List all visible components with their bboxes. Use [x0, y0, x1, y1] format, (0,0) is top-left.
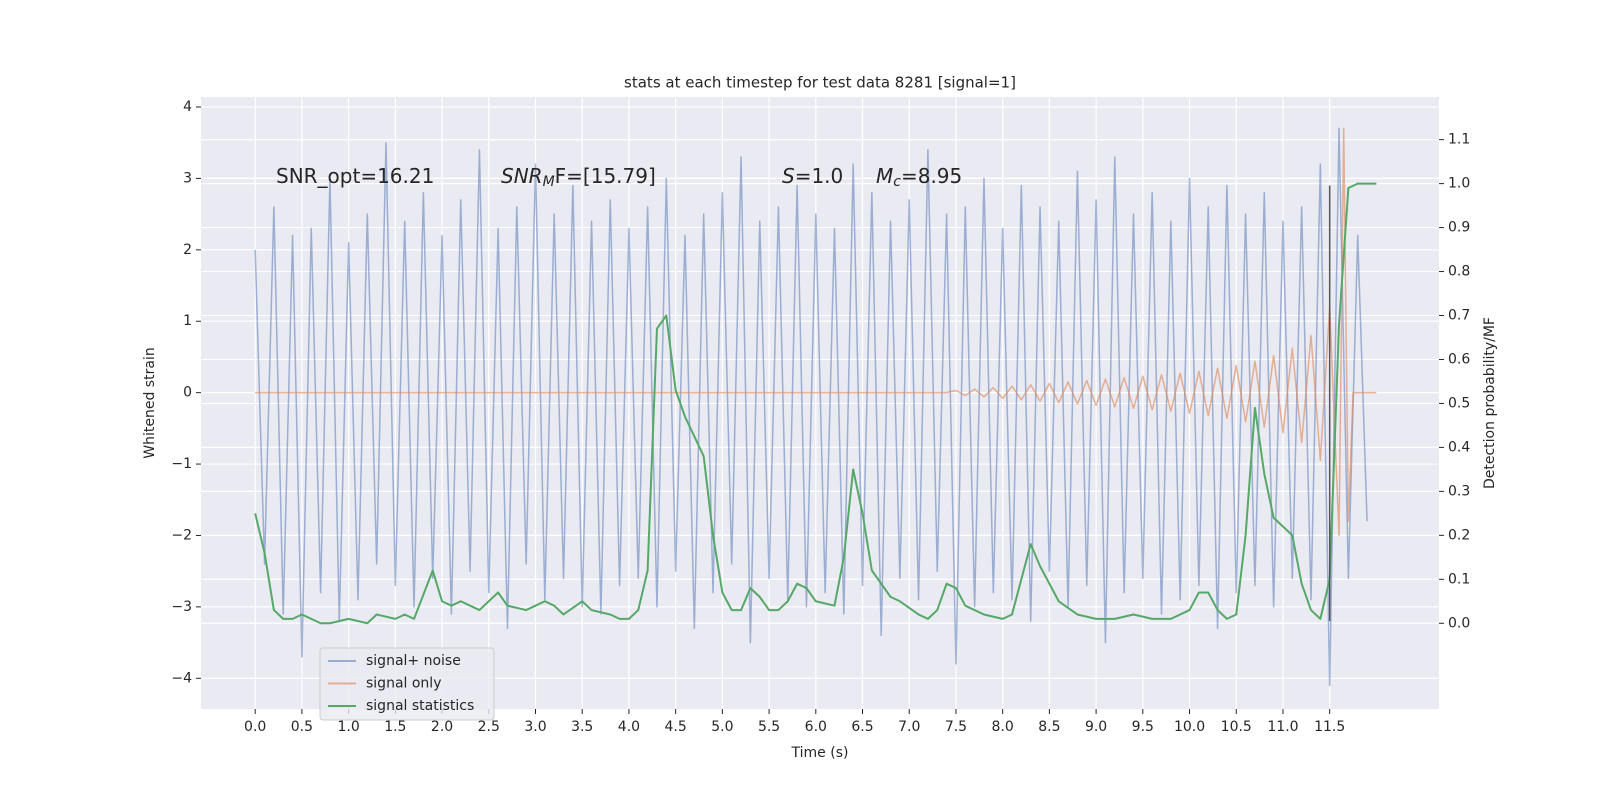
y-axis-label: Whitened strain: [142, 347, 158, 458]
annotation-part: SNR: [501, 164, 543, 188]
y2-tick-label: 0.1: [1448, 571, 1470, 587]
y2-axis-label: Detection probability/MF: [1482, 317, 1498, 489]
x-tick-label: 6.0: [805, 719, 827, 735]
annotation: S=1.0: [782, 164, 843, 188]
annotation-part: c: [893, 174, 901, 190]
legend-label: signal only: [366, 676, 441, 692]
y2-tick-label: 0.8: [1448, 264, 1470, 280]
y2-tick-label: 0.0: [1448, 615, 1470, 631]
y2-tick-label: 1.0: [1448, 176, 1470, 192]
x-tick-label: 1.0: [337, 719, 359, 735]
x-tick-label: 2.0: [431, 719, 453, 735]
y-tick-label: 1: [183, 313, 192, 329]
y2-tick-label: 1.1: [1448, 132, 1470, 148]
x-tick-label: 11.0: [1267, 719, 1298, 735]
x-tick-label: 7.0: [898, 719, 920, 735]
legend: signal+ noise signal only signal statistic…: [319, 647, 495, 721]
y-tick-label: 3: [183, 170, 192, 186]
x-tick-label: 0.0: [244, 719, 266, 735]
series-line: [254, 182, 1377, 625]
annotation-part: M: [543, 174, 555, 190]
x-tick-label: 7.5: [945, 719, 967, 735]
x-tick-label: 8.0: [992, 719, 1014, 735]
annotation-part: =1.0: [795, 164, 844, 188]
x-tick-label: 8.5: [1038, 719, 1060, 735]
x-tick-label: 10.5: [1221, 719, 1252, 735]
x-tick-label: 9.0: [1085, 719, 1107, 735]
marks: [254, 127, 1377, 687]
x-tick-label: 4.0: [618, 719, 640, 735]
annotation-part: SNR_opt=16.21: [276, 164, 434, 188]
series-line: [255, 127, 1377, 537]
x-tick-label: 0.5: [291, 719, 313, 735]
y2-tick-label: 0.7: [1448, 308, 1470, 324]
x-tick-label: 10.0: [1174, 719, 1205, 735]
annotation-part: F=[15.79]: [555, 164, 656, 188]
x-tick-label: 3.5: [571, 719, 593, 735]
x-tick-label: 11.5: [1314, 719, 1345, 735]
y-tick-label: −2: [171, 527, 192, 543]
y-tick-label: 0: [183, 385, 192, 401]
legend-box: [319, 647, 495, 721]
annotation: SNRMF=[15.79]: [501, 164, 656, 191]
y-tick-label: −4: [171, 670, 192, 686]
annotation-part: S: [782, 164, 795, 188]
annotation: SNR_opt=16.21: [276, 164, 434, 188]
x-tick-label: 9.5: [1132, 719, 1154, 735]
x-tick-label: 1.5: [384, 719, 406, 735]
labels: 0.0 0.5 1.0 1.5 2.0 2.5 3.0 3.5 4.0 4.5 5.0 5.5 6.0 6…: [171, 99, 1470, 735]
chart-title: stats at each timestep for test data 828…: [624, 74, 1016, 92]
y-tick-label: −1: [171, 456, 192, 472]
y2-tick-label: 0.3: [1448, 483, 1470, 499]
x-axis-label: Time (s): [791, 745, 849, 761]
x-tick-label: 4.5: [665, 719, 687, 735]
y2-tick-label: 0.6: [1448, 351, 1470, 367]
x-tick-label: 3.0: [524, 719, 546, 735]
y-tick-label: 2: [183, 242, 192, 258]
annotation-part: =8.95: [901, 164, 962, 188]
grid: [201, 97, 1439, 709]
y2-tick-label: 0.9: [1448, 220, 1470, 236]
x-tick-label: 5.5: [758, 719, 780, 735]
legend-label: signal statistics: [366, 698, 474, 714]
y-tick-label: 4: [183, 99, 192, 115]
y2-tick-label: 0.2: [1448, 527, 1470, 543]
x-tick-label: 6.5: [851, 719, 873, 735]
x-tick-label: 2.5: [478, 719, 500, 735]
y-tick-label: −3: [171, 599, 192, 615]
x-tick-label: 5.0: [711, 719, 733, 735]
legend-label: signal+ noise: [366, 653, 461, 669]
y2-tick-label: 0.5: [1448, 395, 1470, 411]
y2-tick-label: 0.4: [1448, 439, 1470, 455]
annotation-part: M: [876, 164, 893, 188]
annotation: Mc=8.95: [876, 164, 962, 191]
series-line: [254, 127, 1368, 687]
